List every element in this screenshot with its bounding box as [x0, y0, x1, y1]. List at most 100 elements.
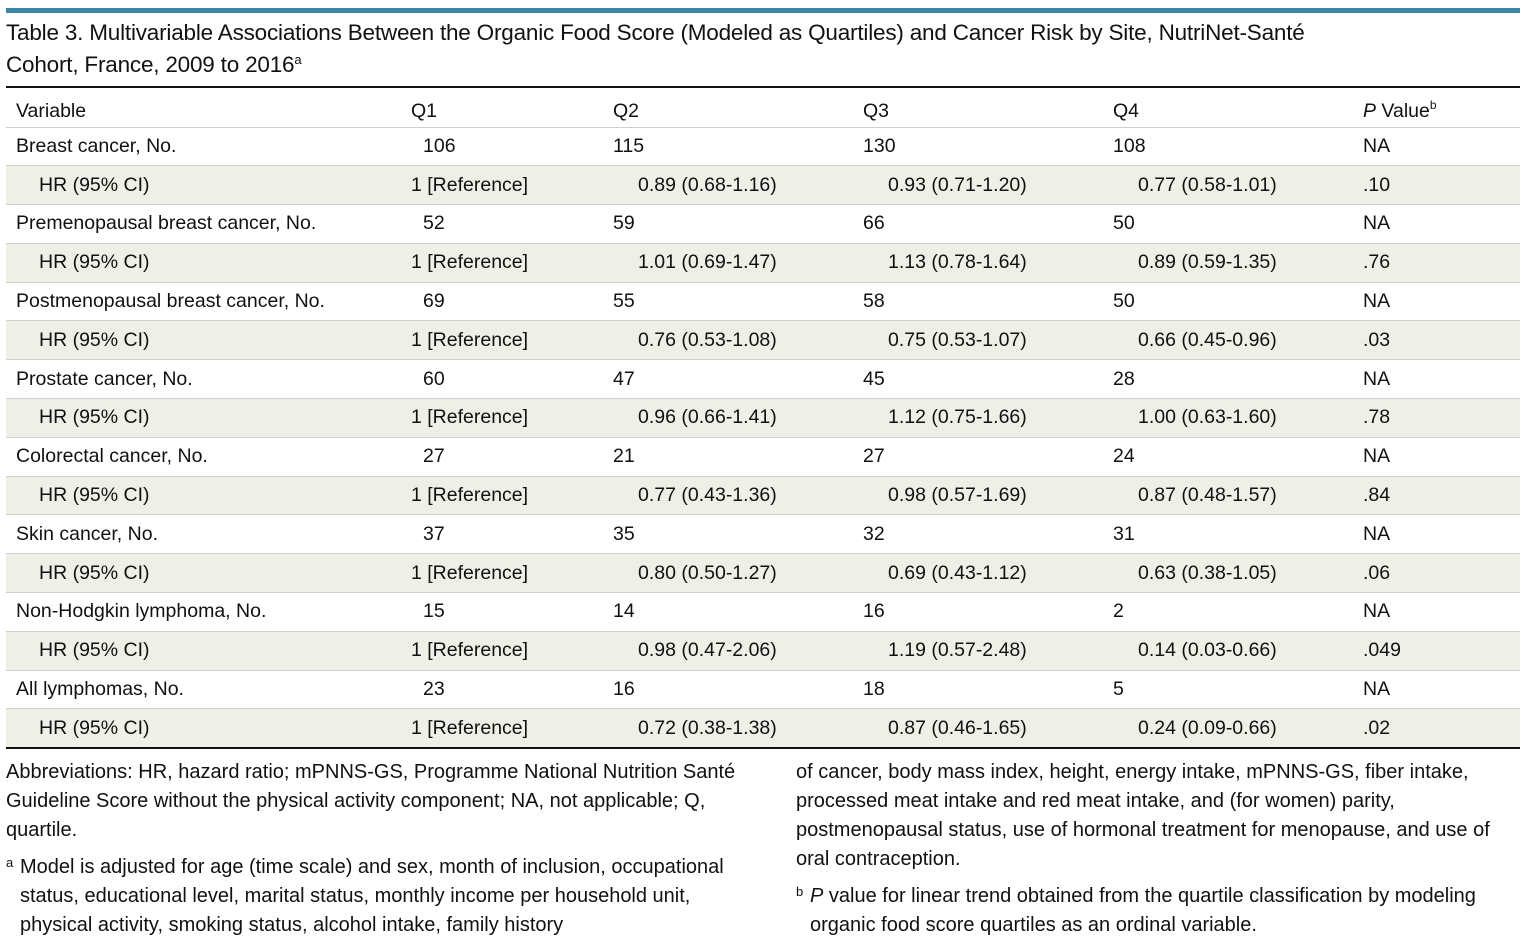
cell-p: NA	[1353, 281, 1520, 321]
table-row: HR (95% CI) 1 [Reference] 0.77 (0.43-1.36)…	[6, 475, 1520, 515]
footnote-b-italic: P	[810, 885, 824, 907]
cell-q1: 1 [Reference]	[401, 475, 603, 515]
cell-q1: 15	[401, 592, 603, 632]
cell-label: HR (95% CI)	[6, 708, 401, 749]
cell-q2: 115	[603, 126, 853, 166]
table-row: Prostate cancer, No. 60 47 45 28 NA	[6, 359, 1520, 399]
cell-q1: 106	[401, 126, 603, 166]
cell-label: HR (95% CI)	[6, 630, 401, 671]
cell-q3: 0.75 (0.53-1.07)	[853, 320, 1103, 360]
table-body: Breast cancer, No. 106 115 130 108 NA HR (95% …	[6, 126, 1520, 749]
cell-q3: 27	[853, 436, 1103, 477]
cell-q3: 1.13 (0.78-1.64)	[853, 242, 1103, 283]
cell-label: HR (95% CI)	[6, 475, 401, 515]
cell-q3: 45	[853, 359, 1103, 399]
table-row: Postmenopausal breast cancer, No. 69 55 58 5…	[6, 281, 1520, 321]
cell-q3: 130	[853, 126, 1103, 166]
table-row: All lymphomas, No. 23 16 18 5 NA	[6, 669, 1520, 709]
cell-q3: 32	[853, 514, 1103, 554]
cell-q2: 21	[603, 436, 853, 477]
table-row: Premenopausal breast cancer, No. 52 59 66 50…	[6, 204, 1520, 244]
table-row: HR (95% CI) 1 [Reference] 0.98 (0.47-2.06)…	[6, 630, 1520, 671]
table-header-row: Variable Q1 Q2 Q3 Q4 P Valueb	[6, 86, 1520, 127]
cell-q4: 0.63 (0.38-1.05)	[1103, 553, 1353, 593]
cell-q4: 2	[1103, 592, 1353, 632]
cell-q2: 0.72 (0.38-1.38)	[603, 708, 853, 749]
cell-q3: 1.12 (0.75-1.66)	[853, 398, 1103, 438]
cell-q4: 28	[1103, 359, 1353, 399]
cell-label: Breast cancer, No.	[6, 126, 401, 166]
cell-p: .06	[1353, 553, 1520, 593]
footnote-a-text: Model is adjusted for age (time scale) a…	[20, 856, 724, 936]
header-q4: Q4	[1103, 86, 1353, 127]
table-title: Table 3. Multivariable Associations Betw…	[6, 17, 1306, 81]
cell-q2: 35	[603, 514, 853, 554]
cell-q1: 37	[401, 514, 603, 554]
cell-q4: 0.14 (0.03-0.66)	[1103, 630, 1353, 671]
cell-q4: 5	[1103, 669, 1353, 709]
footnote-b: b P value for linear trend obtained from…	[796, 882, 1526, 940]
cell-q1: 1 [Reference]	[401, 242, 603, 283]
table-row: HR (95% CI) 1 [Reference] 0.89 (0.68-1.16)…	[6, 165, 1520, 205]
cell-p: .02	[1353, 708, 1520, 749]
cell-q4: 108	[1103, 126, 1353, 166]
cell-label: Postmenopausal breast cancer, No.	[6, 281, 401, 321]
cell-label: HR (95% CI)	[6, 398, 401, 438]
cell-q3: 18	[853, 669, 1103, 709]
footnote-b-rest: value for linear trend obtained from the…	[810, 885, 1476, 936]
cell-q1: 1 [Reference]	[401, 320, 603, 360]
cell-q1: 60	[401, 359, 603, 399]
cell-q2: 0.76 (0.53-1.08)	[603, 320, 853, 360]
cell-p: .78	[1353, 398, 1520, 438]
cell-q2: 47	[603, 359, 853, 399]
cell-p: .049	[1353, 630, 1520, 671]
cell-p: NA	[1353, 436, 1520, 477]
cell-q2: 0.98 (0.47-2.06)	[603, 630, 853, 671]
cell-p: NA	[1353, 669, 1520, 709]
header-q1: Q1	[401, 86, 603, 127]
cell-p: NA	[1353, 126, 1520, 166]
notes-left-column: Abbreviations: HR, hazard ratio; mPNNS-G…	[6, 758, 746, 940]
table-row: HR (95% CI) 1 [Reference] 0.72 (0.38-1.38)…	[6, 708, 1520, 749]
abbreviations-note: Abbreviations: HR, hazard ratio; mPNNS-G…	[6, 761, 736, 841]
title-footnote-mark: a	[294, 52, 302, 67]
notes-right-column: of cancer, body mass index, height, ener…	[796, 758, 1526, 940]
cell-label: Skin cancer, No.	[6, 514, 401, 554]
cell-q2: 14	[603, 592, 853, 632]
cell-q4: 1.00 (0.63-1.60)	[1103, 398, 1353, 438]
cell-q3: 0.87 (0.46-1.65)	[853, 708, 1103, 749]
cell-p: .03	[1353, 320, 1520, 360]
table-title-text: Table 3. Multivariable Associations Betw…	[6, 20, 1305, 77]
cell-q2: 0.80 (0.50-1.27)	[603, 553, 853, 593]
cell-q1: 1 [Reference]	[401, 398, 603, 438]
cell-q3: 0.69 (0.43-1.12)	[853, 553, 1103, 593]
header-p-value: P Valueb	[1353, 86, 1520, 127]
cell-q2: 0.96 (0.66-1.41)	[603, 398, 853, 438]
cell-q4: 0.66 (0.45-0.96)	[1103, 320, 1353, 360]
footnote-a-continued: of cancer, body mass index, height, ener…	[796, 761, 1490, 870]
cell-q4: 50	[1103, 281, 1353, 321]
cell-q4: 24	[1103, 436, 1353, 477]
header-p-italic: P	[1363, 99, 1377, 122]
cell-q1: 1 [Reference]	[401, 708, 603, 749]
header-p-rest: Value	[1376, 99, 1430, 122]
cell-q2: 0.77 (0.43-1.36)	[603, 475, 853, 515]
cell-p: NA	[1353, 359, 1520, 399]
footnote-a: a Model is adjusted for age (time scale)…	[6, 853, 746, 940]
cell-q3: 1.19 (0.57-2.48)	[853, 630, 1103, 671]
cell-q1: 69	[401, 281, 603, 321]
table-row: Skin cancer, No. 37 35 32 31 NA	[6, 514, 1520, 554]
cell-q4: 50	[1103, 204, 1353, 244]
cell-q2: 59	[603, 204, 853, 244]
table-row: HR (95% CI) 1 [Reference] 0.80 (0.50-1.27)…	[6, 553, 1520, 593]
cell-q4: 0.24 (0.09-0.66)	[1103, 708, 1353, 749]
cell-label: HR (95% CI)	[6, 165, 401, 205]
cell-p: NA	[1353, 204, 1520, 244]
header-q2: Q2	[603, 86, 853, 127]
cell-q3: 16	[853, 592, 1103, 632]
header-q3: Q3	[853, 86, 1103, 127]
footnote-b-text: P value for linear trend obtained from t…	[810, 882, 1526, 940]
cell-q4: 31	[1103, 514, 1353, 554]
cell-q2: 55	[603, 281, 853, 321]
cell-q2: 0.89 (0.68-1.16)	[603, 165, 853, 205]
